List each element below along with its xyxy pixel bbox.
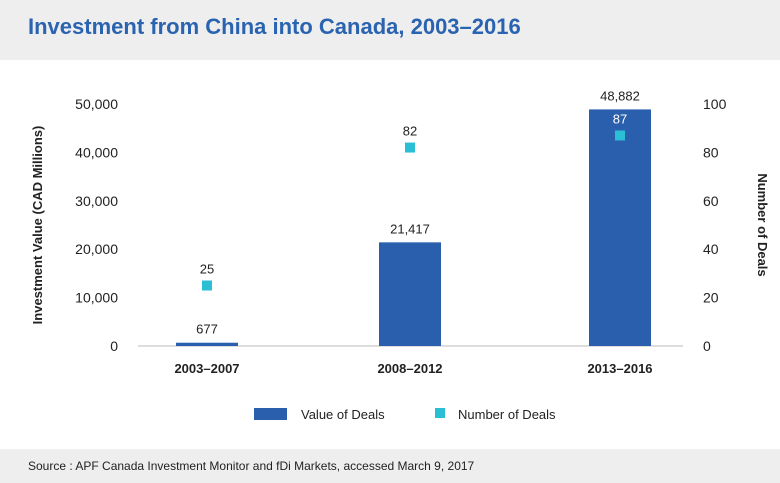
chart-area: 0 10,000 20,000 30,000 40,000 50,000 0 20 40 60 8… — [30, 88, 770, 422]
y2-tick-label: 0 — [703, 338, 711, 354]
legend-marker-label: Number of Deals — [458, 407, 556, 422]
legend: Value of Deals Number of Deals — [254, 407, 556, 422]
x-tick-label: 2008–2012 — [377, 361, 442, 376]
deal-marker-label: 82 — [403, 124, 417, 139]
value-bar-label: 677 — [196, 322, 218, 337]
right-axis: 0 20 40 60 80 100 — [703, 96, 727, 354]
y-tick-label: 50,000 — [75, 96, 118, 112]
chart-title: Investment from China into Canada, 2003–… — [28, 14, 521, 39]
y2-axis-label: Number of Deals — [755, 173, 770, 276]
deal-marker — [405, 142, 415, 153]
y2-tick-label: 80 — [703, 144, 719, 160]
y-tick-label: 10,000 — [75, 290, 118, 306]
deal-markers: 25 82 87 — [200, 111, 627, 291]
x-tick-label: 2003–2007 — [174, 361, 239, 376]
value-bar — [379, 242, 441, 346]
y-tick-label: 0 — [110, 338, 118, 354]
header-bar: Investment from China into Canada, 2003–… — [0, 0, 780, 60]
deal-marker — [615, 130, 625, 141]
value-bar — [589, 109, 651, 346]
source-note: Source : APF Canada Investment Monitor a… — [28, 459, 475, 473]
deal-marker-label: 87 — [613, 111, 627, 126]
deal-marker — [202, 280, 212, 291]
footer-bar: Source : APF Canada Investment Monitor a… — [0, 449, 780, 483]
y-axis-label: Investment Value (CAD Millions) — [30, 126, 45, 325]
left-axis: 0 10,000 20,000 30,000 40,000 50,000 — [75, 96, 118, 354]
legend-marker-swatch — [435, 408, 445, 418]
x-axis-ticks: 2003–2007 2008–2012 2013–2016 — [174, 361, 652, 376]
y-tick-label: 30,000 — [75, 193, 118, 209]
legend-bar-swatch — [254, 408, 287, 420]
legend-bar-label: Value of Deals — [301, 407, 385, 422]
y2-tick-label: 20 — [703, 290, 719, 306]
deal-marker-label: 25 — [200, 262, 214, 277]
value-bar-label: 21,417 — [390, 221, 430, 236]
y2-tick-label: 100 — [703, 96, 727, 112]
x-tick-label: 2013–2016 — [587, 361, 652, 376]
value-bar-label: 48,882 — [600, 88, 640, 103]
y-tick-label: 20,000 — [75, 241, 118, 257]
y2-tick-label: 40 — [703, 241, 719, 257]
y2-tick-label: 60 — [703, 193, 719, 209]
value-bars: 677 21,417 48,882 — [176, 88, 651, 346]
value-bar — [176, 342, 238, 346]
y-tick-label: 40,000 — [75, 144, 118, 160]
